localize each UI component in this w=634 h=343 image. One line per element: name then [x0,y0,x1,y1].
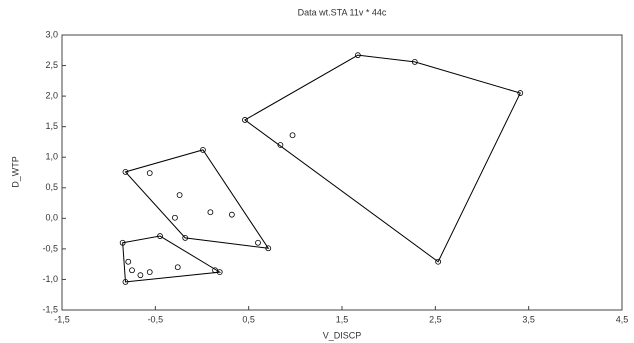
point [265,245,272,252]
y-tick-label: 0,0 [45,213,58,223]
point [119,239,126,246]
point [146,269,153,276]
point [122,278,129,285]
point [212,267,218,274]
point [172,214,178,221]
point [289,132,296,139]
point [517,90,524,96]
hull [122,235,222,283]
point [200,146,206,153]
y-tick-label: 2,5 [45,60,58,70]
x-tick-label: 2,5 [429,314,442,324]
y-tick-label: 1,5 [45,121,58,131]
x-tick-label: 0,5 [242,314,255,324]
y-tick-label: -1,5 [42,304,58,314]
y-tick-label: 1,0 [45,152,58,162]
y-axis-label: D_WTP [10,156,20,188]
point [228,211,235,218]
y-tick-label: 0,5 [45,182,58,192]
point [207,209,214,216]
point [157,233,163,239]
point [255,239,261,246]
y-tick-label: -0,5 [42,243,58,253]
x-tick-label: 3,5 [522,314,535,324]
x-tick-label: 4,5 [616,314,629,324]
chart-title: Data wt.STA 11v * 44c [298,7,387,17]
point [129,267,135,274]
point [242,117,248,123]
point [176,192,183,199]
point [174,264,181,271]
x-axis-label: V_DISCP [323,330,362,340]
y-tick-label: 2,0 [45,90,58,100]
point [354,52,361,59]
point [137,272,144,279]
point [146,170,153,177]
x-tick-label: 1,5 [336,314,349,324]
x-tick-label: -1,5 [54,314,70,324]
point [435,258,442,265]
point [122,168,129,175]
y-tick-label: -1,0 [42,274,58,284]
x-tick-label: -0,5 [148,314,164,324]
hull [244,54,521,263]
point [411,58,418,65]
point [182,234,189,241]
point [125,258,132,265]
hull [124,149,270,249]
y-tick-label: 3,0 [45,29,58,39]
point [277,142,284,148]
